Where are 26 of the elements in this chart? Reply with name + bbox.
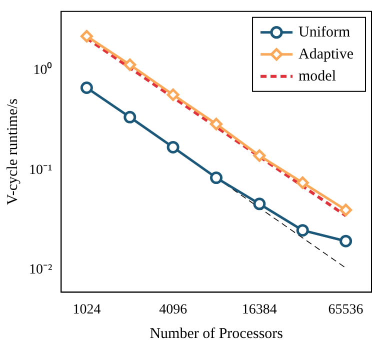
point (166, 140, 180, 154)
x-tick-label: 16384 (242, 302, 277, 318)
y-tick-label: 10⁻² (28, 262, 52, 278)
legend-label: Uniform (298, 24, 351, 40)
y-tick-label: 10⁰ (33, 62, 52, 78)
y-axis-title: V-cycle runtime/s (4, 98, 21, 206)
point (124, 110, 136, 124)
legend-label: model (298, 68, 336, 84)
x-tick-label: 4096 (159, 302, 188, 318)
point (166, 88, 180, 102)
legend-label: Adaptive (298, 46, 354, 62)
point (296, 224, 309, 237)
point (340, 234, 352, 248)
point (80, 30, 93, 42)
point (210, 172, 222, 184)
x-tick-label: 65536 (328, 302, 364, 318)
y-tick-label: 10⁻¹ (28, 162, 52, 178)
x-axis-title: Number of Processors (150, 326, 284, 342)
point (210, 118, 222, 130)
point (124, 58, 136, 71)
point (253, 198, 266, 210)
point (340, 204, 352, 216)
point (296, 176, 309, 189)
x-tick-label: 1024 (72, 302, 101, 318)
point (253, 149, 266, 162)
point (80, 82, 93, 94)
